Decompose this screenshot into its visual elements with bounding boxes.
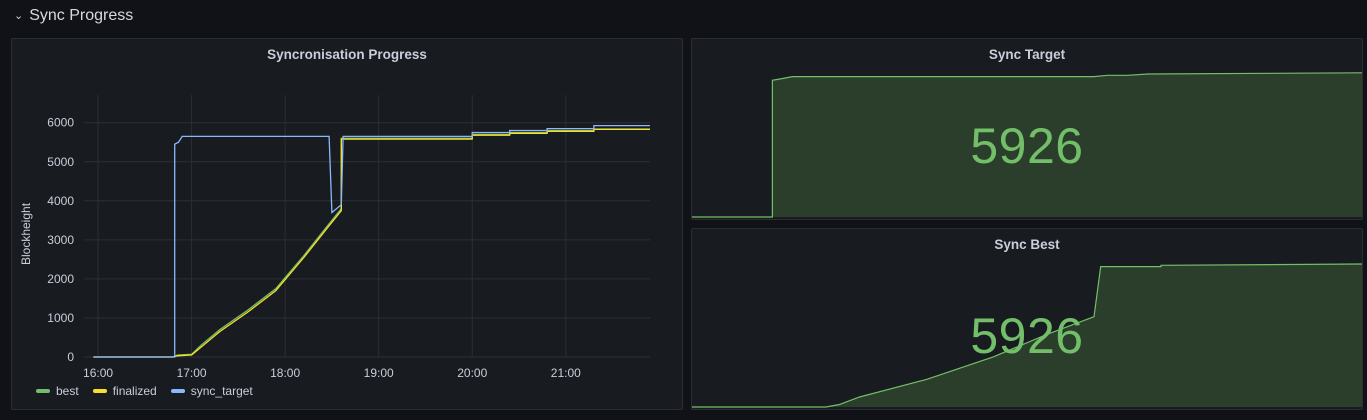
- row-header-sync-progress[interactable]: ⌄ Sync Progress: [14, 4, 133, 28]
- x-tick-label: 21:00: [551, 366, 581, 380]
- series-line-sync-target[interactable]: [93, 124, 650, 358]
- y-tick-label: 6000: [47, 116, 74, 130]
- sparkline-line: [692, 263, 1362, 408]
- legend-swatch-sync-target: [170, 389, 185, 393]
- y-tick-label: 1000: [47, 311, 74, 325]
- x-tick-label: 17:00: [177, 366, 207, 380]
- panel-sync-target[interactable]: Sync Target 5926: [691, 38, 1363, 220]
- panel-sync-progress[interactable]: Syncronisation Progress 0 1000 2000 3000 400…: [11, 38, 683, 410]
- legend-label-sync-target: sync_target: [190, 384, 253, 398]
- x-tick-label: 16:00: [83, 366, 113, 380]
- series-line-finalized[interactable]: [93, 128, 650, 358]
- legend-item-best[interactable]: best: [36, 384, 79, 398]
- series-line-best[interactable]: [93, 128, 650, 358]
- y-tick-label: 5000: [47, 155, 74, 169]
- y-tick-label: 3000: [47, 233, 74, 247]
- sparkline-line: [692, 72, 1362, 218]
- sync-progress-chart: 0 1000 2000 3000 4000 5000 6000 16:00 17:00 18:00…: [19, 95, 650, 380]
- y-tick-label: 2000: [47, 272, 74, 286]
- y-tick-label: 0: [67, 350, 74, 364]
- panel-title: Syncronisation Progress: [267, 47, 427, 62]
- legend-item-finalized[interactable]: finalized: [92, 384, 157, 398]
- panel-title: Sync Target: [988, 47, 1066, 62]
- sparkline-area: [692, 72, 1362, 217]
- row-title: Sync Progress: [29, 7, 134, 24]
- y-axis-label: Blockheight: [19, 202, 33, 265]
- legend-swatch-best: [36, 389, 50, 393]
- legend-label-best: best: [56, 384, 79, 398]
- x-tick-label: 20:00: [457, 366, 487, 380]
- x-tick-label: 19:00: [364, 366, 394, 380]
- sync-target-sparkline: [692, 72, 1362, 218]
- y-tick-label: 4000: [47, 194, 74, 208]
- legend-item-sync-target[interactable]: sync_target: [170, 384, 253, 398]
- chart-legend: best finalized sync_target: [36, 384, 253, 398]
- sparkline-area: [692, 264, 1362, 407]
- chevron-down-icon[interactable]: ⌄: [14, 9, 24, 22]
- legend-swatch-finalized: [92, 389, 107, 393]
- legend-label-finalized: finalized: [112, 384, 157, 398]
- panel-title: Sync Best: [994, 237, 1060, 252]
- x-tick-label: 18:00: [270, 366, 300, 380]
- sync-best-sparkline: [692, 263, 1362, 408]
- panel-sync-best[interactable]: Sync Best 5926: [691, 228, 1363, 410]
